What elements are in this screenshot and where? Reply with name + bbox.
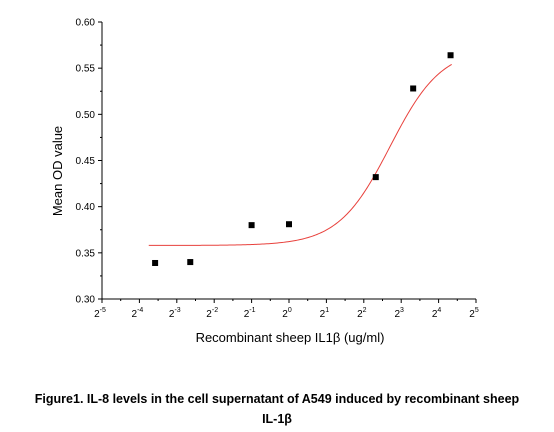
y-tick-label: 0.30 — [76, 295, 96, 306]
x-tick-label: 2-1 — [244, 307, 256, 320]
x-tick-label: 2-2 — [206, 307, 218, 320]
x-tick-label: 22 — [357, 307, 367, 320]
figure-caption: Figure1. IL-8 levels in the cell superna… — [0, 389, 554, 429]
x-tick-label: 2-4 — [132, 307, 144, 320]
caption-line-1: Figure1. IL-8 levels in the cell superna… — [34, 392, 520, 406]
chart: 0.30 0.35 0.40 0.45 0.50 0.55 0.60 2-5 2-4 2-3 2-2… — [50, 18, 479, 346]
data-point — [410, 85, 417, 92]
x-tick-label: 20 — [282, 307, 292, 320]
fit-curve — [148, 63, 452, 246]
x-tick-label: 23 — [394, 307, 404, 320]
fit-curve-layer — [148, 63, 452, 246]
data-points-layer — [152, 52, 454, 266]
data-point — [248, 222, 255, 229]
y-tick-label: 0.60 — [76, 18, 96, 29]
caption-line-2: IL-1β — [262, 412, 292, 426]
tick-labels-layer: 0.30 0.35 0.40 0.45 0.50 0.55 0.60 2-5 2-4 2-3 2-2… — [76, 18, 479, 321]
x-tick-label: 25 — [469, 307, 479, 320]
y-tick-label: 0.35 — [76, 248, 96, 259]
x-axis-title: Recombinant sheep IL1β (ug/ml) — [196, 330, 385, 345]
axes — [98, 21, 477, 303]
y-tick-label: 0.50 — [76, 110, 96, 121]
y-tick-label: 0.55 — [76, 64, 96, 75]
y-axis-title: Mean OD value — [50, 126, 65, 216]
data-point — [187, 259, 194, 266]
x-tick-label: 24 — [432, 307, 442, 320]
data-point — [152, 259, 159, 266]
data-point — [372, 174, 379, 181]
data-point — [447, 52, 454, 59]
y-tick-label: 0.40 — [76, 202, 96, 213]
y-tick-label: 0.45 — [76, 156, 96, 167]
x-tick-label: 2-5 — [94, 307, 106, 320]
x-tick-label: 2-3 — [169, 307, 181, 320]
data-point — [286, 221, 292, 228]
x-tick-label: 21 — [320, 307, 330, 320]
